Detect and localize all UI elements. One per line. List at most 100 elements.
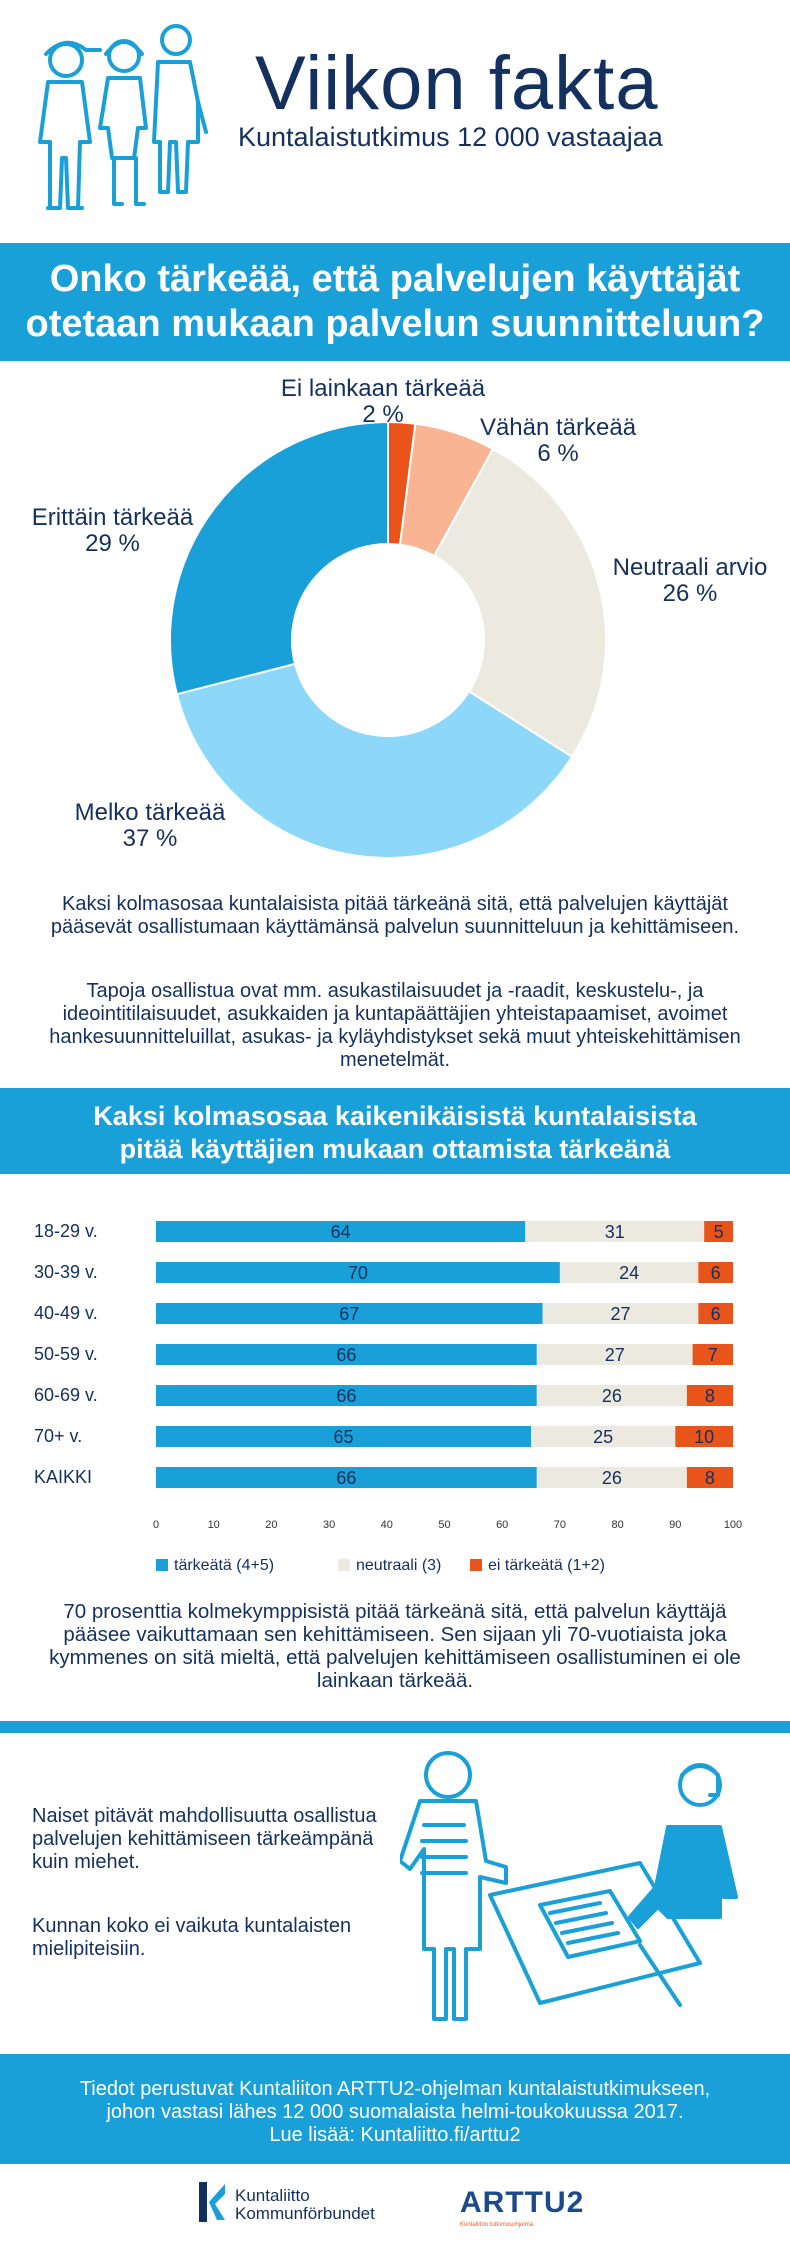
age-findings-paragraph: 70 prosenttia kolmekymppisistä pitää tär… [49, 1600, 741, 1692]
bar-segment-2 [686, 1467, 733, 1488]
bar-value-label: 6 [711, 1263, 721, 1283]
bar-value-label: 8 [705, 1386, 715, 1406]
bar-value-label: 6 [711, 1304, 721, 1324]
source-line-1: Tiedot perustuvat Kuntaliiton ARTTU2-ohj… [79, 2078, 711, 2100]
question-line-2: otetaan mukaan palvelun suunnitteluun? [25, 303, 765, 345]
x-tick-label: 70 [554, 1519, 566, 1531]
bar-segment-2 [692, 1344, 733, 1365]
source-link[interactable]: Lue lisää: Kuntaliitto.fi/arttu2 [269, 2124, 521, 2146]
legend-swatch [470, 1559, 482, 1571]
bar-category-label: 18-29 v. [34, 1221, 98, 1241]
bar-segment-0 [156, 1467, 537, 1488]
label-vahan: Vähän tärkeää 6 % [458, 415, 658, 467]
x-tick-label: 80 [611, 1519, 623, 1531]
legend-label: ei tärkeätä (1+2) [488, 1557, 605, 1574]
bar-value-label: 5 [714, 1222, 724, 1242]
source-line-2: johon vastasi lähes 12 000 suomalaista h… [106, 2101, 684, 2123]
donut-chart [169, 420, 607, 859]
bar-segment-0 [156, 1344, 537, 1365]
legend-label: tärkeätä (4+5) [174, 1557, 274, 1574]
label-erittain: Erittäin tärkeää 29 % [20, 505, 205, 557]
age-banner-line-1: Kaksi kolmasosaa kaikenikäisistä kuntala… [93, 1101, 697, 1131]
label-erittain-pct: 29 % [85, 530, 140, 557]
bar-value-label: 70 [348, 1263, 368, 1283]
question-line-1: Onko tärkeää, että palvelujen käyttäjät [49, 258, 741, 300]
bar-segment-1 [536, 1467, 687, 1488]
bar-value-label: 24 [619, 1263, 639, 1283]
stacked-bar-chart: 18-29 v. 64 31 5 30-39 v. 70 24 6 40-49 v. 6 7 27 65… [34, 1221, 742, 1574]
bar-segment-0 [156, 1385, 537, 1406]
label-ei-lainkaan-name: Ei lainkaan tärkeää [280, 375, 486, 402]
page-title: Viikon fakta [255, 41, 659, 126]
bar-category-label: 70+ v. [34, 1426, 82, 1446]
bar-value-label: 27 [605, 1345, 625, 1365]
bar-category-label: KAIKKI [34, 1467, 92, 1487]
arttu2-name: ARTTU2 [460, 2186, 585, 2219]
bar-value-label: 26 [602, 1386, 622, 1406]
legend-label: neutraali (3) [356, 1557, 441, 1574]
bar-segment-2 [698, 1303, 733, 1324]
label-melko-name: Melko tärkeää [74, 799, 226, 826]
label-vahan-name: Vähän tärkeää [479, 414, 637, 441]
label-neutraali: Neutraali arvio 26 % [600, 555, 780, 607]
bar-segment-0 [156, 1262, 560, 1283]
bar-segment-1 [531, 1426, 676, 1447]
gender-finding: Naiset pitävät mahdollisuutta osallistua… [32, 1805, 377, 1873]
label-neutraali-name: Neutraali arvio [612, 554, 768, 581]
bar-category-label: 50-59 v. [34, 1344, 98, 1364]
bar-value-label: 66 [336, 1345, 356, 1365]
donut-slice-3 [175, 662, 574, 859]
bar-value-label: 26 [602, 1468, 622, 1488]
label-erittain-name: Erittäin tärkeää [31, 504, 194, 531]
label-melko: Melko tärkeää 37 % [60, 800, 240, 852]
section-divider [0, 1721, 790, 1733]
bar-segment-2 [698, 1262, 733, 1283]
intro-paragraph: Kaksi kolmasosaa kuntalaisista pitää tär… [50, 893, 740, 938]
bar-value-label: 10 [694, 1427, 714, 1447]
bar-value-label: 66 [336, 1468, 356, 1488]
label-neutraali-pct: 26 % [662, 580, 718, 607]
x-tick-label: 60 [496, 1519, 508, 1531]
x-tick-label: 0 [153, 1519, 159, 1531]
municipality-size-finding: Kunnan koko ei vaikuta kuntalaisten miel… [32, 1915, 352, 1960]
arttu2-logo[interactable]: ARTTU2 Kuntaliiton tutkimusohjelma [460, 2186, 620, 2236]
arttu2-subtitle: Kuntaliiton tutkimusohjelma [460, 2222, 534, 2228]
bar-value-label: 66 [336, 1386, 356, 1406]
bar-value-label: 31 [605, 1222, 625, 1242]
donut-slice-2 [432, 447, 607, 759]
bar-segment-1 [536, 1344, 693, 1365]
legend-swatch [338, 1559, 350, 1571]
x-tick-label: 40 [381, 1519, 393, 1531]
bar-value-label: 7 [708, 1345, 718, 1365]
donut-slice-4 [169, 420, 389, 696]
bar-category-label: 40-49 v. [34, 1303, 98, 1323]
bar-segment-0 [156, 1221, 526, 1242]
bar-value-label: 27 [610, 1304, 630, 1324]
bar-segment-1 [525, 1221, 705, 1242]
bar-segment-2 [675, 1426, 733, 1447]
people-illustration-icon [38, 24, 208, 210]
question-banner: Onko tärkeää, että palvelujen käyttäjät … [0, 243, 790, 361]
bar-category-label: 30-39 v. [34, 1262, 98, 1282]
methods-paragraph: Tapoja osallistua ovat mm. asukastilaisu… [49, 980, 741, 1071]
bar-segment-1 [542, 1303, 699, 1324]
age-banner-line-2: pitää käyttäjien mukaan ottamista tärkeä… [119, 1134, 671, 1164]
kuntaliitto-mark-icon [199, 2182, 225, 2222]
x-tick-label: 90 [669, 1519, 681, 1531]
x-tick-label: 30 [323, 1519, 335, 1531]
bar-value-label: 65 [334, 1427, 354, 1447]
bar-value-label: 64 [331, 1222, 351, 1242]
age-banner: Kaksi kolmasosaa kaikenikäisistä kuntala… [0, 1088, 790, 1174]
bar-category-label: 60-69 v. [34, 1385, 98, 1405]
x-tick-label: 20 [265, 1519, 277, 1531]
label-vahan-pct: 6 % [537, 440, 579, 467]
legend-swatch [156, 1559, 168, 1571]
label-melko-pct: 37 % [122, 825, 178, 852]
label-ei-lainkaan: Ei lainkaan tärkeää 2 % [278, 376, 488, 428]
bar-segment-0 [156, 1426, 532, 1447]
kuntaliitto-logo[interactable]: Kuntaliitto Kommunförbundet [195, 2180, 395, 2240]
x-tick-label: 50 [438, 1519, 450, 1531]
bar-segment-1 [559, 1262, 699, 1283]
bar-segment-2 [686, 1385, 733, 1406]
people-at-table-illustration-icon [400, 1751, 738, 2021]
